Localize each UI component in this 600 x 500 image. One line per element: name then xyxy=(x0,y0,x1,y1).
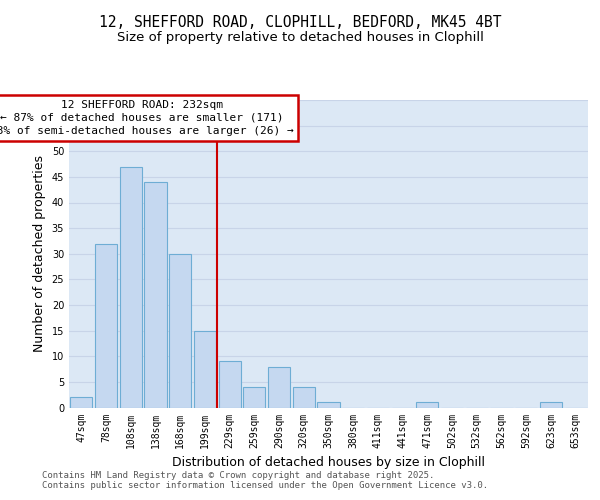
Bar xyxy=(268,366,290,408)
Bar xyxy=(540,402,562,407)
Text: Contains HM Land Registry data © Crown copyright and database right 2025.
Contai: Contains HM Land Registry data © Crown c… xyxy=(42,470,488,490)
Bar xyxy=(119,166,142,408)
Bar xyxy=(218,362,241,408)
Text: 12 SHEFFORD ROAD: 232sqm
← 87% of detached houses are smaller (171)
13% of semi-: 12 SHEFFORD ROAD: 232sqm ← 87% of detach… xyxy=(0,100,294,136)
Text: Size of property relative to detached houses in Clophill: Size of property relative to detached ho… xyxy=(116,31,484,44)
X-axis label: Distribution of detached houses by size in Clophill: Distribution of detached houses by size … xyxy=(172,456,485,469)
Bar xyxy=(416,402,439,407)
Bar xyxy=(194,330,216,407)
Bar xyxy=(169,254,191,408)
Text: 12, SHEFFORD ROAD, CLOPHILL, BEDFORD, MK45 4BT: 12, SHEFFORD ROAD, CLOPHILL, BEDFORD, MK… xyxy=(99,15,501,30)
Bar xyxy=(95,244,117,408)
Bar xyxy=(317,402,340,407)
Y-axis label: Number of detached properties: Number of detached properties xyxy=(33,155,46,352)
Bar xyxy=(293,387,315,407)
Bar xyxy=(145,182,167,408)
Bar xyxy=(70,397,92,407)
Bar xyxy=(243,387,265,407)
